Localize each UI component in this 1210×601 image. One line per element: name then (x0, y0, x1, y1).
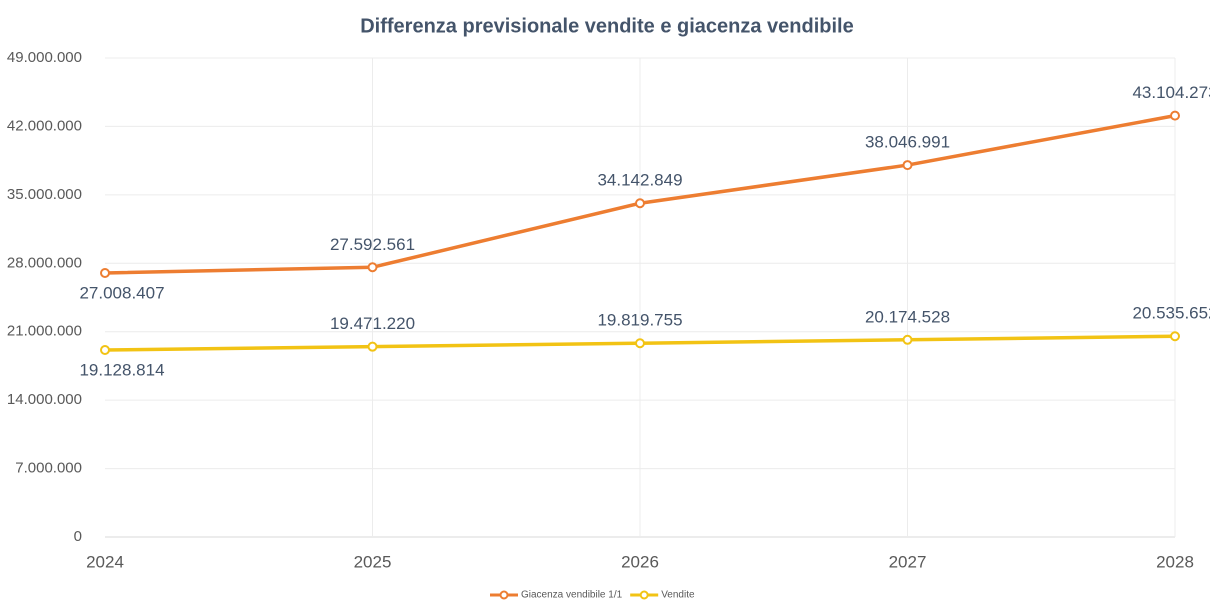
data-label: 19.819.755 (597, 311, 682, 330)
legend-label: Vendite (661, 590, 695, 601)
data-label: 38.046.991 (865, 133, 950, 152)
data-label: 19.471.220 (330, 314, 415, 333)
marker (902, 334, 913, 345)
x-tick-label: 2028 (1156, 552, 1194, 571)
x-tick-label: 2024 (86, 552, 124, 571)
marker (100, 345, 110, 356)
legend-marker (639, 590, 649, 600)
y-tick-label: 14.000.000 (7, 391, 82, 408)
legend-label: Giacenza vendibile 1/1 (521, 590, 623, 601)
y-tick-label: 35.000.000 (7, 186, 82, 203)
data-label: 34.142.849 (597, 171, 682, 190)
marker (1170, 110, 1180, 121)
y-tick-label: 49.000.000 (7, 49, 82, 66)
y-tick-label: 0 (74, 528, 82, 545)
data-label: 27.008.407 (79, 283, 164, 302)
marker (1170, 331, 1180, 342)
marker (635, 338, 645, 349)
x-tick-label: 2026 (621, 552, 659, 571)
x-tick-label: 2027 (889, 552, 927, 571)
marker (100, 267, 110, 278)
marker (902, 160, 913, 171)
chart-title: Differenza previsionale vendite e giacen… (360, 15, 854, 37)
y-tick-label: 7.000.000 (15, 460, 82, 477)
marker (635, 198, 645, 209)
y-tick-label: 42.000.000 (7, 117, 82, 134)
data-label: 43.104.273 (1132, 83, 1210, 102)
legend-marker (499, 590, 509, 600)
marker (367, 262, 378, 273)
data-label: 20.535.652 (1132, 304, 1210, 323)
y-tick-label: 21.000.000 (7, 323, 82, 340)
marker (367, 341, 378, 352)
data-label: 27.592.561 (330, 235, 415, 254)
data-label: 20.174.528 (865, 307, 950, 326)
y-tick-label: 28.000.000 (7, 254, 82, 271)
x-tick-label: 2025 (354, 552, 392, 571)
data-label: 19.128.814 (79, 360, 164, 379)
